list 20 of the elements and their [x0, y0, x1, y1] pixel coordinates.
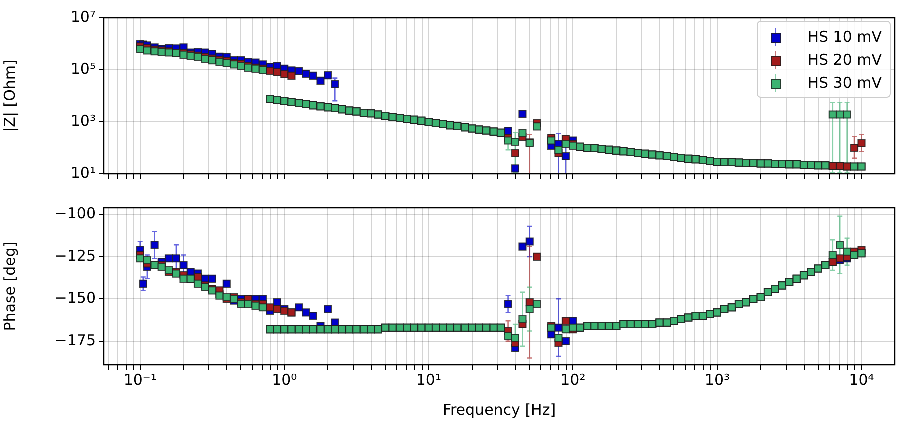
- y-tick-label: 10⁷: [70, 8, 96, 26]
- y-tick-label: −125: [54, 246, 96, 265]
- x-tick-label: 10²: [560, 370, 586, 389]
- y-tick-label: 10³: [70, 112, 96, 130]
- y-axis-title: |Z| [Ohm]: [0, 60, 19, 132]
- legend-label: HS 20 mV: [808, 50, 882, 68]
- y-tick-label: −150: [54, 289, 96, 308]
- y-tick-label: −100: [54, 204, 96, 223]
- y-tick-label: −175: [54, 331, 96, 350]
- x-tick-label: 10³: [704, 370, 730, 389]
- y-tick-label: 10¹: [70, 164, 96, 182]
- x-tick-label: 10⁰: [272, 370, 298, 389]
- legend-label: HS 10 mV: [808, 28, 882, 46]
- x-tick-label: 10¹: [416, 370, 442, 389]
- x-axis-title: Frequency [Hz]: [442, 400, 556, 419]
- y-axis-title: Phase [deg]: [0, 242, 19, 332]
- x-tick-label: 10⁻¹: [124, 370, 157, 389]
- y-tick-label: 10⁵: [70, 60, 96, 78]
- x-tick-label: 10⁴: [849, 370, 874, 389]
- legend-label: HS 30 mV: [808, 74, 882, 92]
